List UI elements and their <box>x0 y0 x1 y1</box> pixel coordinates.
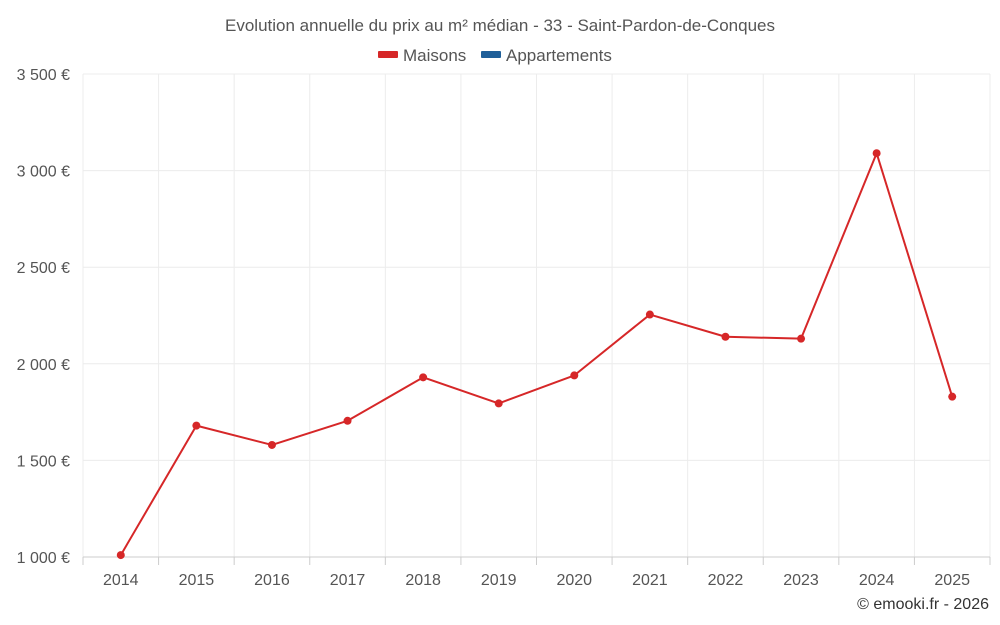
data-point[interactable] <box>645 310 654 319</box>
x-tick-label: 2023 <box>783 572 819 589</box>
x-tick-label: 2020 <box>556 572 592 589</box>
credit-text: © emooki.fr - 2026 <box>857 596 989 613</box>
y-axis: 1 000 € 1 500 € 2 000 € 2 500 € 3 000 € 3 500… <box>17 67 70 567</box>
x-tick-label: 2022 <box>708 572 744 589</box>
series-maisons <box>116 149 957 560</box>
data-point[interactable] <box>343 416 352 425</box>
legend-swatch-appartements <box>481 51 501 58</box>
grid <box>82 73 991 557</box>
data-point[interactable] <box>872 149 881 158</box>
y-tick-label: 2 000 € <box>17 357 70 374</box>
legend-label-appartements: Appartements <box>506 46 612 65</box>
legend-swatch-maisons <box>378 51 398 58</box>
x-tick-label: 2025 <box>934 572 970 589</box>
data-point[interactable] <box>721 332 730 341</box>
data-point[interactable] <box>570 371 579 380</box>
x-tick-label: 2024 <box>859 572 895 589</box>
y-tick-label: 1 500 € <box>17 453 70 470</box>
x-tick-label: 2015 <box>179 572 215 589</box>
x-axis: 2014 2015 2016 2017 2018 2019 2020 2021 2022 2023… <box>82 556 991 589</box>
data-point[interactable] <box>494 399 503 408</box>
data-point[interactable] <box>116 551 125 560</box>
chart-title: Evolution annuelle du prix au m² médian … <box>225 16 775 35</box>
data-point[interactable] <box>797 334 806 343</box>
x-tick-label: 2019 <box>481 572 517 589</box>
x-tick-label: 2018 <box>405 572 441 589</box>
y-tick-label: 1 000 € <box>17 550 70 567</box>
x-tick-label: 2017 <box>330 572 366 589</box>
data-point[interactable] <box>267 440 276 449</box>
data-point[interactable] <box>192 421 201 430</box>
x-tick-label: 2016 <box>254 572 290 589</box>
x-tick-label: 2021 <box>632 572 668 589</box>
y-tick-label: 3 000 € <box>17 164 70 181</box>
y-tick-label: 2 500 € <box>17 260 70 277</box>
legend-item-maisons[interactable]: Maisons <box>378 46 466 65</box>
legend-label-maisons: Maisons <box>403 46 466 65</box>
legend: Maisons Appartements <box>378 46 612 65</box>
legend-item-appartements[interactable]: Appartements <box>481 46 612 65</box>
x-tick-label: 2014 <box>103 572 139 589</box>
series-line <box>119 152 954 556</box>
data-point[interactable] <box>419 373 428 382</box>
y-tick-label: 3 500 € <box>17 67 70 84</box>
data-point[interactable] <box>948 392 957 401</box>
